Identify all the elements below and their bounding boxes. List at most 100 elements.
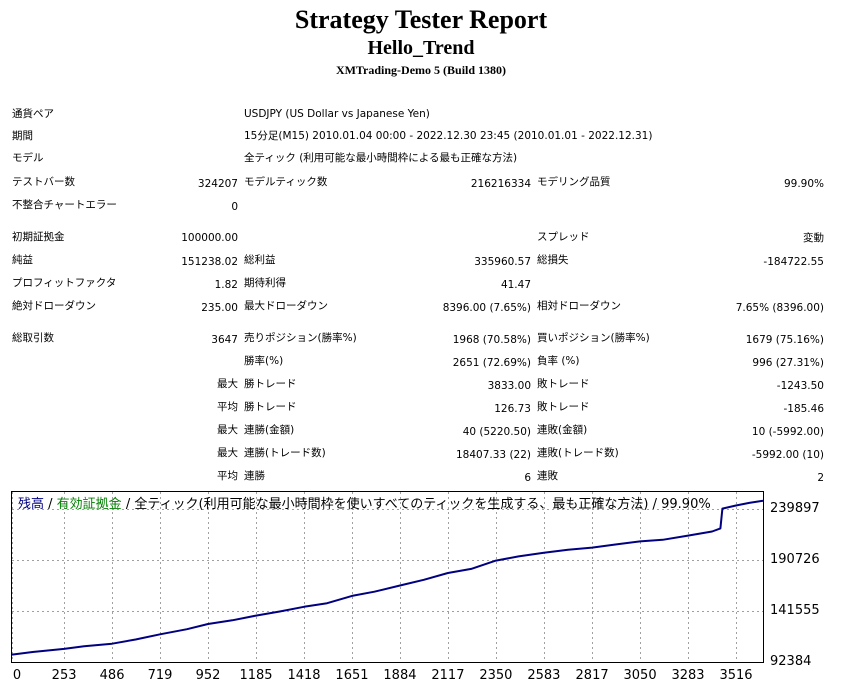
avg-label: 平均	[217, 401, 238, 413]
avg-win-trade-label: 勝トレード	[244, 401, 297, 413]
rel-drawdown-value: 7.65% (8396.00)	[735, 302, 824, 314]
x-tick-label: 3516	[719, 668, 753, 683]
max-win-trade-label: 勝トレード	[244, 378, 297, 390]
profit-factor-label: プロフィットファクタ	[12, 277, 117, 289]
balance-line	[12, 499, 763, 656]
short-positions-label: 売りポジション(勝率%)	[244, 332, 357, 344]
gross-profit-value: 335960.57	[474, 256, 531, 268]
balance-chart	[11, 491, 764, 663]
legend-sep: /	[44, 497, 57, 512]
x-tick-label: 719	[147, 668, 173, 683]
avg-win-trade-value: 126.73	[494, 403, 531, 415]
model-value: 全ティック (利用可能な最小時間枠による最も正確な方法)	[244, 152, 518, 164]
y-tick-label: 239897	[770, 500, 820, 516]
max-loss-trade-value: -1243.50	[776, 380, 824, 392]
x-tick-label: 1884	[383, 668, 417, 683]
x-tick-label: 2117	[431, 668, 465, 683]
consec-loss-money-label: 連敗(金額)	[537, 424, 588, 436]
x-tick-label: 1418	[287, 668, 321, 683]
period-value: 15分足(M15) 2010.01.04 00:00 - 2022.12.30 …	[244, 130, 653, 142]
long-positions-label: 買いポジション(勝率%)	[537, 332, 650, 344]
y-tick-label: 190726	[770, 551, 820, 567]
ea-name: Hello_Trend	[367, 37, 475, 59]
period-label: 期間	[12, 130, 33, 142]
total-trades-label: 総取引数	[12, 332, 54, 344]
loss-rate-label: 負率 (%)	[537, 355, 580, 367]
server-build: XMTrading-Demo 5 (Build 1380)	[335, 63, 507, 77]
deposit-label: 初期証拠金	[12, 231, 65, 243]
x-tick-label: 952	[195, 668, 221, 683]
win-rate-label: 勝率(%)	[244, 355, 284, 367]
x-tick-label: 2817	[575, 668, 609, 683]
quality-value: 99.90%	[783, 178, 824, 190]
chart-legend: 残高 / 有効証拠金 / 全ティック(利用可能な最小時間枠を使いすべてのティック…	[18, 496, 711, 514]
avg-consec-loss-value: 2	[817, 472, 824, 484]
avg-consec-win-value: 6	[524, 472, 531, 484]
net-profit-label: 純益	[12, 254, 33, 266]
loss-rate-value: 996 (27.31%)	[752, 357, 824, 369]
win-rate-value: 2651 (72.69%)	[452, 357, 531, 369]
balance-chart-plot	[12, 492, 763, 662]
max-drawdown-value: 8396.00 (7.65%)	[442, 302, 531, 314]
profit-factor-value: 1.82	[214, 279, 238, 291]
abs-drawdown-value: 235.00	[201, 302, 238, 314]
model-label: モデル	[12, 152, 44, 164]
avg-loss-trade-value: -185.46	[783, 403, 824, 415]
y-tick-label: 141555	[770, 602, 820, 618]
consec-win-money-value: 40 (5220.50)	[462, 426, 531, 438]
consec-win-money-label: 連勝(金額)	[244, 424, 295, 436]
report-title: Strategy Tester Report	[294, 5, 548, 34]
ticks-label: モデルティック数	[244, 176, 328, 188]
net-profit-value: 151238.02	[181, 256, 238, 268]
consec-win-trades-value: 18407.33 (22)	[456, 449, 531, 461]
gross-loss-label: 総損失	[537, 254, 569, 266]
x-tick-label: 486	[99, 668, 125, 683]
short-positions-value: 1968 (70.58%)	[452, 334, 531, 346]
avg-label-2: 平均	[217, 470, 238, 482]
long-positions-value: 1679 (75.16%)	[745, 334, 824, 346]
total-trades-value: 3647	[211, 334, 238, 346]
consec-win-trades-label: 連勝(トレード数)	[244, 447, 326, 459]
gross-profit-label: 総利益	[244, 254, 276, 266]
x-tick-label: 2350	[479, 668, 513, 683]
max-label-2: 最大	[217, 424, 238, 436]
consec-loss-trades-value: -5992.00 (10)	[751, 449, 824, 461]
symbol-label: 通貨ペア	[12, 108, 54, 120]
legend-balance: 残高	[18, 497, 45, 512]
consec-loss-money-value: 10 (-5992.00)	[751, 426, 824, 438]
avg-loss-trade-label: 敗トレード	[537, 401, 590, 413]
abs-drawdown-label: 絶対ドローダウン	[12, 300, 96, 312]
x-tick-label: 1185	[239, 668, 273, 683]
bars-label: テストバー数	[12, 176, 75, 188]
avg-consec-win-label: 連勝	[244, 470, 265, 482]
x-tick-label: 3283	[671, 668, 705, 683]
rel-drawdown-label: 相対ドローダウン	[537, 300, 621, 312]
expected-payoff-label: 期待利得	[244, 277, 286, 289]
spread-value: 変動	[803, 232, 824, 244]
x-tick-label: 253	[51, 668, 77, 683]
x-tick-label: 1651	[335, 668, 369, 683]
gross-loss-value: -184722.55	[763, 256, 824, 268]
bars-value: 324207	[197, 178, 238, 190]
consec-loss-trades-label: 連敗(トレード数)	[537, 447, 619, 459]
max-label: 最大	[217, 378, 238, 390]
errors-label: 不整合チャートエラー	[12, 199, 117, 211]
errors-value: 0	[231, 201, 238, 213]
avg-consec-loss-label: 連敗	[537, 470, 558, 482]
max-win-trade-value: 3833.00	[487, 380, 531, 392]
x-tick-label: 3050	[623, 668, 657, 683]
x-tick-label: 2583	[527, 668, 561, 683]
max-label-3: 最大	[217, 447, 238, 459]
quality-label: モデリング品質	[537, 176, 611, 188]
legend-rest: / 全ティック(利用可能な最小時間枠を使いすべてのティックを生成する、最も正確な…	[121, 497, 711, 512]
deposit-value: 100000.00	[181, 232, 238, 244]
expected-payoff-value: 41.47	[500, 279, 531, 291]
max-loss-trade-label: 敗トレード	[537, 378, 590, 390]
ticks-value: 216216334	[470, 178, 531, 190]
max-drawdown-label: 最大ドローダウン	[244, 300, 328, 312]
legend-equity: 有効証拠金	[56, 497, 122, 512]
spread-label: スプレッド	[537, 231, 590, 243]
y-tick-label: 92384	[770, 654, 812, 669]
symbol-value: USDJPY (US Dollar vs Japanese Yen)	[244, 108, 430, 120]
x-tick-label: 0	[12, 668, 22, 683]
